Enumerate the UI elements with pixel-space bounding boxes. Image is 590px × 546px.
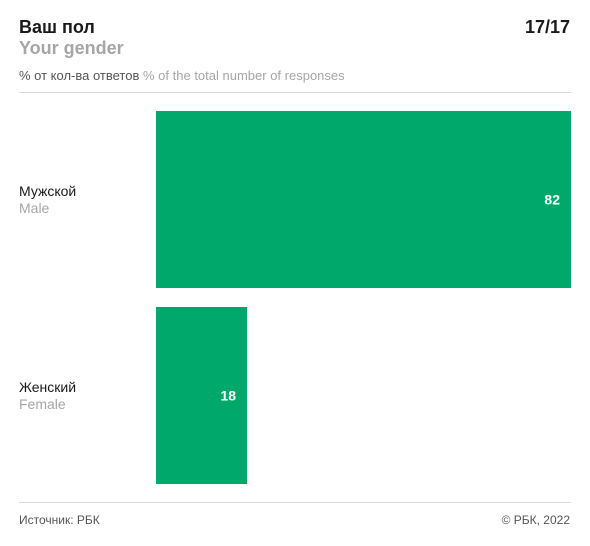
bar-1 (156, 307, 248, 484)
category-label-female-en: Female (19, 395, 66, 412)
copyright-note: © РБК, 2022 (501, 513, 570, 527)
category-label-female-ru: Женский (19, 378, 77, 395)
category-label-female: Женский Female (19, 379, 76, 413)
source-note: Источник: РБК (19, 513, 100, 527)
top-divider (19, 92, 571, 93)
category-label-male-en: Male (19, 199, 50, 216)
bar-0 (156, 111, 571, 288)
bottom-divider (19, 502, 571, 503)
unit-label-en: % of the total number of responses (143, 68, 345, 83)
chart-title: Ваш пол (19, 17, 95, 37)
category-label-male-ru: Мужской (19, 182, 77, 199)
category-label-male: Мужской Male (19, 183, 76, 217)
bar-value-label-1: 18 (221, 388, 237, 404)
chart-title-en: Your gender (19, 38, 124, 58)
unit-label-ru: % от кол-ва ответов (19, 68, 140, 83)
unit-label: % от кол-ва ответов % of the total numbe… (19, 68, 345, 83)
bar-value-label-0: 82 (544, 192, 560, 208)
page-counter: 17/17 (524, 17, 570, 37)
